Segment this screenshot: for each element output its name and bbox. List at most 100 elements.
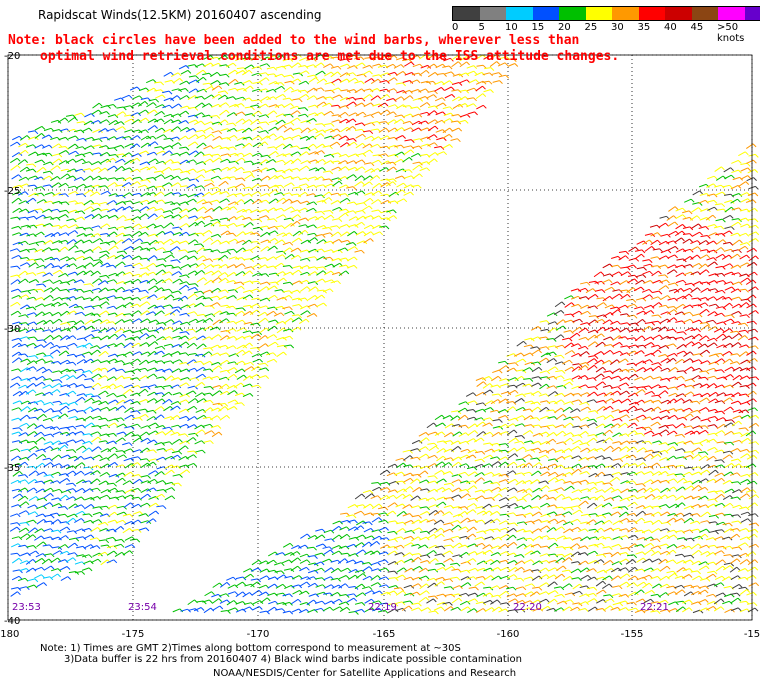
wind-barb [731,169,742,174]
wind-barb [36,366,47,372]
wind-barb [65,557,77,563]
wind-barb [659,543,670,548]
wind-barb [131,102,142,108]
wind-barb [546,409,557,414]
wind-barb [697,533,709,540]
wind-barb [362,94,373,100]
wind-barb [252,99,263,104]
wind-barb [123,351,134,356]
wind-barb [458,424,469,429]
wind-barb [714,493,725,500]
wind-barb [627,422,638,429]
wind-barb [745,382,757,387]
wind-barb [394,151,406,157]
wind-barb [547,581,558,588]
wind-barb [99,433,110,438]
wind-barb [330,231,342,238]
wind-barb [633,286,645,292]
wind-barb [26,423,38,429]
wind-barb [10,310,22,316]
wind-barb [267,592,278,597]
wind-barb [588,472,599,478]
wind-barb [242,171,254,175]
wind-barb [138,231,149,237]
wind-barb [610,575,622,581]
wind-barb [490,567,502,572]
wind-barb [139,301,151,307]
wind-barb [465,558,477,563]
wind-barb [434,146,445,150]
wind-barb [12,427,23,432]
wind-barb [140,241,151,246]
wind-barb [227,238,239,244]
wind-barb [708,514,720,519]
wind-barb [17,191,29,196]
wind-barb [748,286,759,292]
wind-barb [684,384,695,389]
wind-barb [457,471,469,476]
wind-barb [539,370,551,375]
wind-barb [156,376,167,381]
wind-barb [99,406,111,411]
wind-barb [84,422,95,428]
wind-barb [260,135,271,141]
wind-barb [692,333,703,340]
wind-barb [531,382,542,387]
wind-barb [249,303,261,308]
wind-barb [204,430,215,435]
wind-barb [330,65,342,70]
wind-barb [140,318,151,324]
wind-barb [523,530,534,535]
wind-barb [50,175,61,182]
wind-barb [418,446,429,451]
wind-barb [227,367,238,372]
wind-barb [402,600,414,605]
wind-barb [27,478,39,485]
wind-barb [666,478,678,483]
wind-barb [474,458,485,463]
wind-barb [186,462,197,467]
wind-barb [163,159,174,165]
wind-barb [411,514,422,519]
wind-barb [57,444,69,451]
wind-barb [683,505,695,510]
wind-barb [188,178,200,183]
wind-barb [132,330,143,335]
wind-barb [476,592,487,598]
wind-barb [34,186,45,191]
wind-barb [571,366,583,372]
wind-barb [180,177,191,182]
wind-barb [715,191,726,196]
wind-barb [235,263,246,269]
wind-barb [715,239,727,245]
wind-barb [147,118,159,124]
wind-barb [194,120,205,126]
wind-barb [620,488,631,494]
wind-barb [602,575,613,581]
lat-label: -35 [4,463,20,474]
wind-barb [707,311,718,317]
wind-barb [67,117,78,123]
wind-barb [724,226,735,231]
wind-barb [116,394,127,399]
wind-barb [330,577,341,582]
wind-barb [266,256,277,262]
wind-barb [196,142,207,149]
wind-barb [682,318,694,324]
wind-barb [523,352,534,357]
wind-barb [642,416,653,421]
wind-barb [708,353,720,358]
wind-barb [609,359,621,365]
wind-barb [666,328,677,333]
wind-barb [83,175,94,182]
wind-barb [665,559,677,564]
wind-barb [99,494,111,499]
wind-barb [164,469,175,476]
wind-barb [691,471,703,476]
wind-barb [745,489,757,494]
wind-barb [316,302,327,308]
wind-barb [451,474,463,478]
wind-barb [459,61,470,68]
wind-barb [442,511,453,517]
wind-barb [626,554,638,559]
